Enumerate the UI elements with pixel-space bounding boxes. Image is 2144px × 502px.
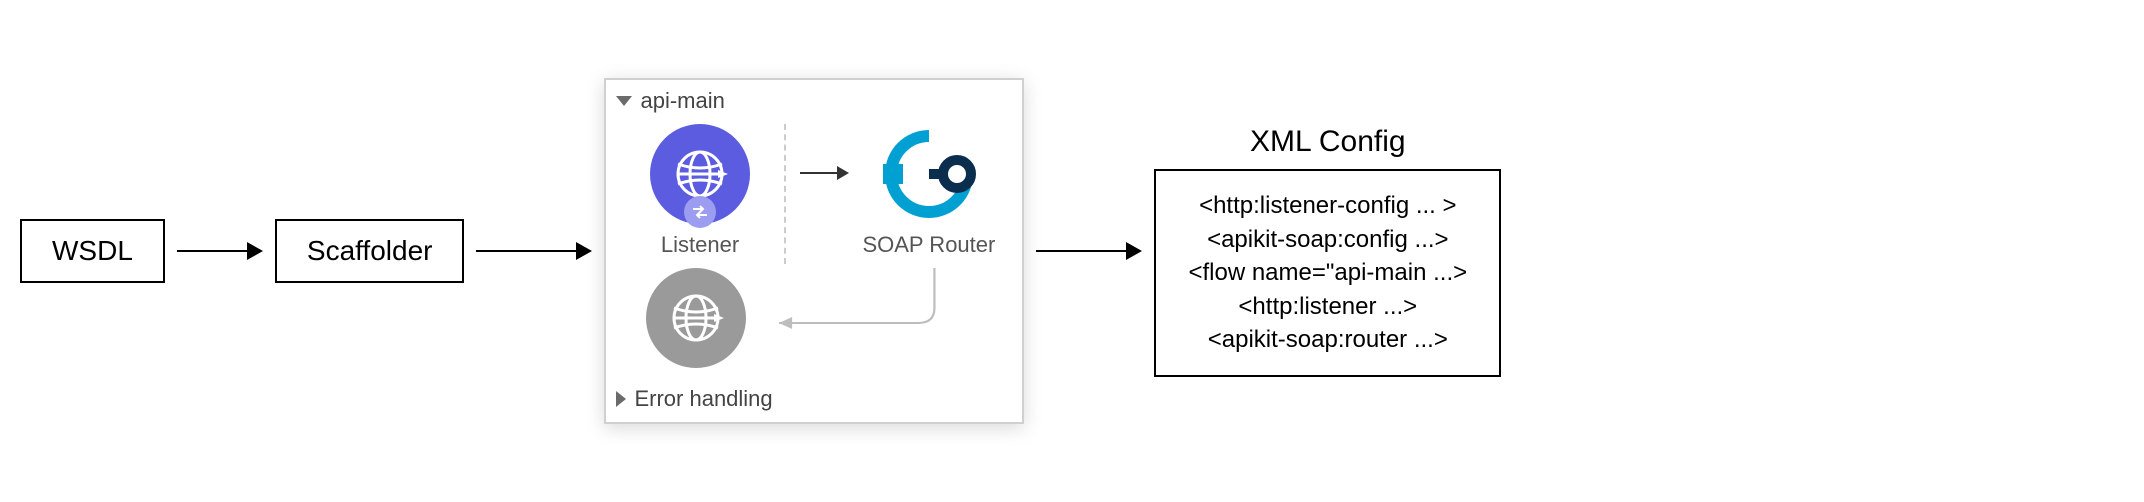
- xml-line: <http:listener ...>: [1188, 290, 1467, 324]
- listener-label: Listener: [661, 232, 739, 258]
- error-handling-label: Error handling: [634, 386, 772, 412]
- flow-panel: api-main: [604, 78, 1024, 424]
- xml-line: <http:listener-config ... >: [1188, 189, 1467, 223]
- response-icon: [646, 268, 746, 368]
- return-path: [606, 268, 1022, 378]
- soap-router-processor: SOAP Router: [859, 124, 998, 258]
- arrow-listener-to-soap: [800, 166, 850, 180]
- listener-badge-icon: [684, 196, 716, 228]
- arrow-panel-to-xml: [1024, 242, 1154, 260]
- flow-title: api-main: [640, 88, 724, 114]
- xml-config-title: XML Config: [1250, 125, 1406, 159]
- listener-icon: [650, 124, 750, 224]
- soap-router-icon: [879, 124, 979, 224]
- xml-line: <apikit-soap:config ...>: [1188, 223, 1467, 257]
- flow-panel-body: Listener SOAP Router: [606, 118, 1022, 268]
- xml-line: <flow name="api-main ...>: [1188, 256, 1467, 290]
- xml-config-box: <http:listener-config ... > <apikit-soap…: [1154, 169, 1501, 377]
- collapse-icon: [616, 96, 632, 106]
- source-divider: [784, 124, 786, 264]
- flow-panel-footer: Error handling: [606, 378, 1022, 422]
- xml-line: <apikit-soap:router ...>: [1188, 323, 1467, 357]
- expand-icon: [616, 391, 626, 407]
- xml-config-block: XML Config <http:listener-config ... > <…: [1154, 125, 1501, 377]
- wsdl-box: WSDL: [20, 219, 165, 283]
- scaffolder-box: Scaffolder: [275, 219, 465, 283]
- listener-processor: Listener: [630, 124, 769, 258]
- soap-router-label: SOAP Router: [862, 232, 995, 258]
- flow-panel-header: api-main: [606, 80, 1022, 118]
- diagram-root: WSDL Scaffolder api-main: [20, 78, 2124, 424]
- arrow-scaffolder-to-panel: [464, 242, 604, 260]
- arrow-wsdl-to-scaffolder: [165, 242, 275, 260]
